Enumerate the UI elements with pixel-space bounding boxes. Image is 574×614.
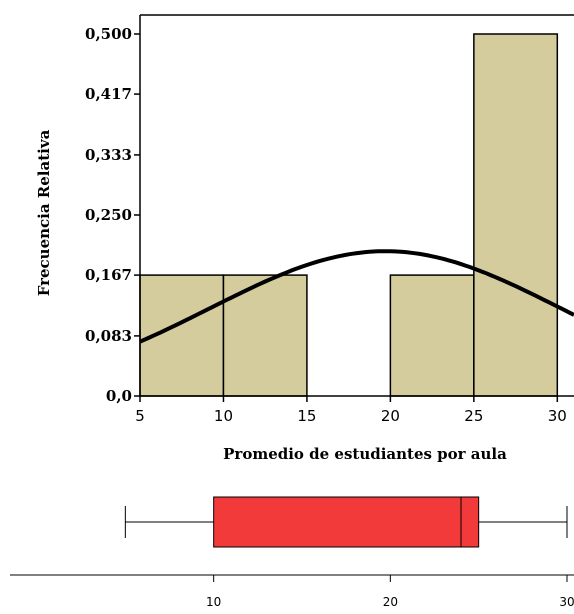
y-tick-label-6: 0,500 [85, 25, 132, 43]
x-tick-label-2: 15 [297, 407, 316, 425]
histogram-bar-3 [389, 274, 475, 397]
y-tick-label-2: 0,167 [85, 266, 132, 284]
boxplot-chart: 10 20 30 [10, 496, 574, 609]
histogram-bar-4 [473, 33, 559, 397]
y-tick-label-5: 0,417 [85, 85, 132, 103]
normal-curve-line [139, 249, 574, 344]
histogram-chart: 0,0 0,083 0,167 0,250 0,333 0,417 0,500 5 10 15 20… [85, 14, 574, 425]
boxplot-tick-label-2: 30 [559, 595, 574, 609]
boxplot-box [213, 496, 480, 548]
y-tick-label-1: 0,083 [85, 327, 132, 345]
x-tick-label-3: 20 [381, 407, 400, 425]
x-axis-label: Promedio de estudiantes por aula [223, 445, 507, 463]
x-tick-label-1: 10 [214, 407, 233, 425]
y-axis-label: Frecuencia Relativa [35, 129, 53, 296]
y-tick-label-0: 0,0 [106, 387, 132, 405]
x-tick-label-0: 5 [135, 407, 145, 425]
boxplot-tick-label-0: 10 [206, 595, 221, 609]
x-tick-label-4: 25 [464, 407, 483, 425]
boxplot-tick-label-1: 20 [383, 595, 398, 609]
x-tick-label-5: 30 [548, 407, 567, 425]
y-tick-label-4: 0,333 [85, 146, 132, 164]
y-tick-label-3: 0,250 [85, 206, 132, 224]
